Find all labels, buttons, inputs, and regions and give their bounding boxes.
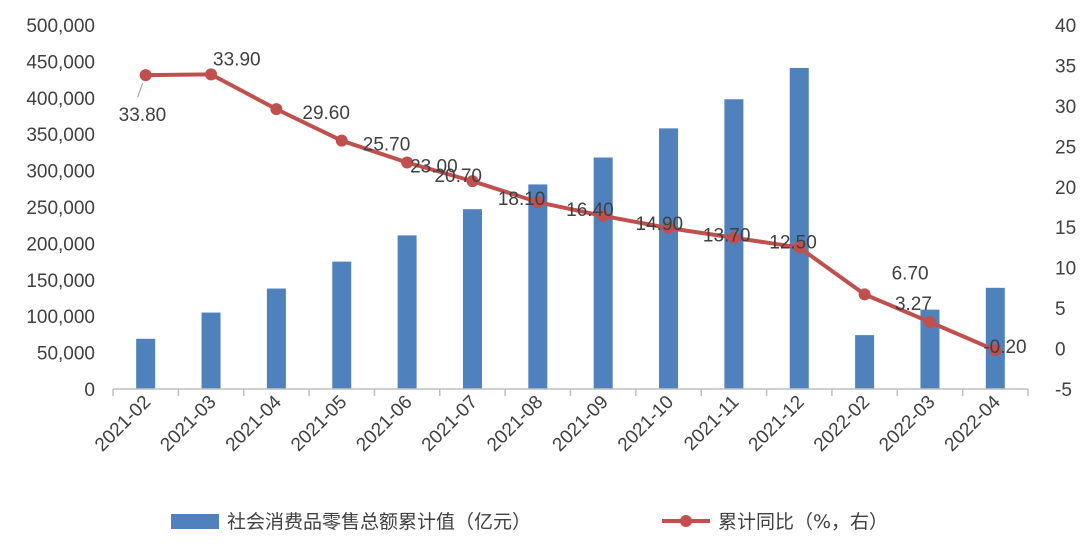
line-point [923,316,936,329]
left-axis-tick-label: 400,000 [26,89,95,110]
leader-line [137,82,144,98]
bar [789,67,809,390]
line-path [145,72,997,353]
bar [266,288,286,389]
right-axis-tick-label: 25 [1055,137,1076,158]
x-axis-labels: 2021-02 2021-03 2021-04 2021-05 2021-06 2021-… [91,391,1005,455]
line-data-label: 23.00 [410,157,458,178]
line-point [531,196,544,209]
line-point [139,69,152,82]
line-point [401,156,414,169]
legend-line-marker [680,515,692,527]
line-data-label: 18.10 [498,189,546,210]
line-data-label: 29.60 [302,103,350,124]
x-axis-label: 2021-08 [483,392,547,456]
line-data-label: 25.70 [363,135,411,156]
legend-line-label: 累计同比（%，右） [718,511,888,533]
x-axis-label: 2021-03 [156,392,220,456]
right-axis-tick-label: 40 [1055,16,1076,37]
legend-bar-swatch [171,514,219,529]
bar [201,312,221,389]
line-data-label: 12.50 [769,232,817,253]
bar [397,235,417,389]
left-axis-tick-label: 450,000 [26,52,95,73]
right-axis-tick-label: 15 [1055,218,1076,239]
line-data-label: 13.70 [703,226,751,247]
bar-series [136,67,1005,390]
line-data-label: -0.20 [983,337,1026,358]
bar [724,99,744,390]
right-axis-tick-label: 35 [1055,56,1076,77]
legend: 社会消费品零售总额累计值（亿元） 累计同比（%，右） [171,511,888,533]
line-point [335,134,348,147]
x-axis-label: 2021-09 [549,392,613,456]
bar [462,209,482,389]
bar [136,338,156,389]
line-point [989,344,1002,357]
right-axis-tick-label: 30 [1055,97,1076,118]
right-axis-tick-label: 0 [1055,340,1066,361]
bar [855,335,875,389]
line-point [727,231,740,244]
line-data-label: 6.70 [892,263,929,284]
line-data-label: 16.40 [566,200,614,221]
right-axis-tick-label: 20 [1055,178,1076,199]
line-point [597,209,610,222]
bar [985,287,1005,389]
bar [332,261,352,389]
line-data-label: 20.70 [434,166,482,187]
x-axis-label: 2021-10 [614,392,678,456]
x-axis-label: 2022-03 [875,392,939,456]
line-point [858,288,871,301]
right-axis-tick-label: -5 [1055,380,1072,401]
left-axis-tick-label: 100,000 [26,307,95,328]
line-data-label: 33.90 [213,49,261,70]
left-axis-tick-label: 250,000 [26,198,95,219]
x-axis-label: 2022-04 [941,391,1005,455]
right-axis-tick-label: 10 [1055,259,1076,280]
line-data-label: 33.80 [119,105,167,126]
left-axis-ticks: 0 50,000 100,000 150,000 200,000 250,000 300,0… [26,16,95,401]
left-axis-tick-label: 350,000 [26,125,95,146]
line-point [662,222,675,235]
line-point [270,103,283,116]
right-axis-ticks: -5 0 5 10 15 20 25 30 35 40 [1055,16,1076,401]
bar [528,184,548,389]
left-axis-tick-label: 300,000 [26,162,95,183]
x-axis-label: 2021-02 [91,392,155,456]
left-axis-tick-label: 200,000 [26,234,95,255]
left-axis-tick-label: 0 [84,380,95,401]
line-point [466,175,479,188]
right-axis-tick-label: 5 [1055,299,1066,320]
line-data-label: 14.90 [636,214,684,235]
x-axis-label: 2021-07 [418,392,482,456]
x-axis-label: 2021-12 [745,392,809,456]
line-point [793,241,806,254]
bar [920,309,940,389]
line-series [139,68,1002,357]
x-axis-tick-marks [112,389,1029,396]
line-data-label: 3.27 [895,294,932,315]
left-axis-tick-label: 150,000 [26,271,95,292]
line-point [205,68,218,81]
legend-bar-label: 社会消费品零售总额累计值（亿元） [227,511,531,533]
bar [659,128,679,389]
x-axis-label: 2021-04 [222,391,286,455]
left-axis-tick-label: 50,000 [37,344,95,365]
x-axis-label: 2021-06 [352,392,416,456]
x-axis-label: 2021-11 [680,392,743,455]
bar [593,157,613,389]
x-axis-label: 2021-05 [287,392,351,456]
x-axis-label: 2022-02 [810,392,874,456]
left-axis-tick-label: 500,000 [26,16,95,37]
